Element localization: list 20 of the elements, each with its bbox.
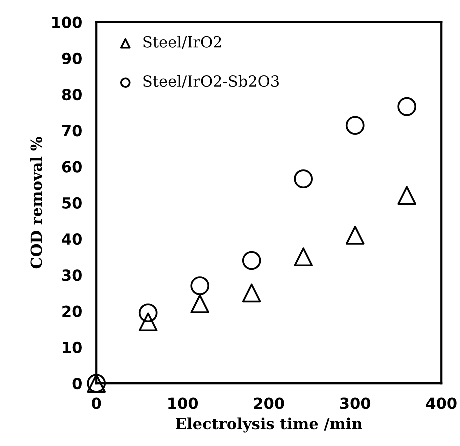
legend-label: Steel/IrO2-Sb2O3 [144,75,279,88]
legend-label: Steel/IrO2 [144,36,222,50]
y-axis-title: COD removal % [30,137,42,269]
y-tick-label: 10 [63,342,82,354]
y-tick-label: 0 [72,378,82,390]
y-tick-label: 20 [62,306,82,318]
y-tick-label: 100 [52,16,82,28]
x-tick-label: 300 [340,398,371,410]
y-tick-label: 60 [62,161,82,173]
y-tick-label: 70 [62,125,82,137]
y-tick-label: 90 [62,52,82,64]
x-tick-label: 100 [168,398,198,410]
x-axis-title: Electrolysis time /min [176,418,362,433]
x-tick-label: 200 [254,398,284,410]
x-tick-label: 400 [426,398,457,410]
y-tick-label: 80 [62,89,82,101]
x-tick-label: 0 [92,398,102,410]
y-tick-label: 40 [62,234,82,246]
y-tick-label: 50 [62,197,82,209]
y-tick-label: 30 [62,270,82,282]
